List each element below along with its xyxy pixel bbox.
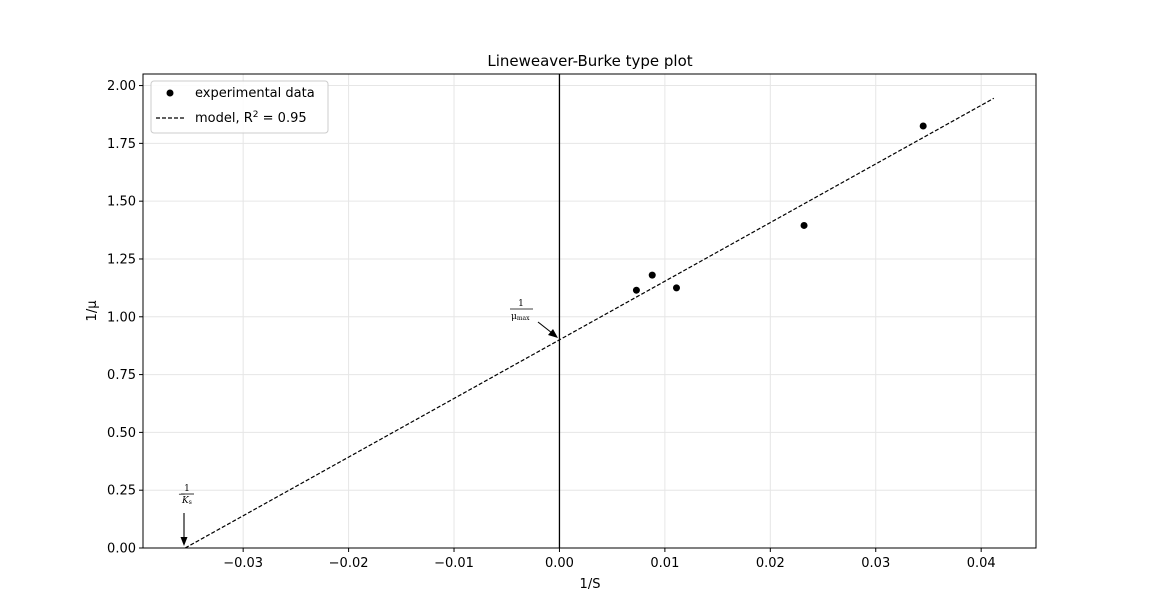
annotation-inverse-ks: − 1 Ks (178, 484, 194, 546)
y-tick-label: 0.00 (107, 542, 136, 557)
legend-marker-scatter (166, 89, 174, 97)
x-tick-label: −0.01 (434, 556, 474, 571)
x-axis-label: 1/S (580, 577, 601, 592)
chart-title: Lineweaver-Burke type plot (487, 52, 692, 70)
x-tick-label: −0.02 (329, 556, 369, 571)
y-axis-label: 1/μ (85, 301, 100, 322)
plot-frame (142, 73, 1037, 549)
x-tick-label: 0.03 (861, 556, 890, 571)
annotation-mumax-denominator: μmax (511, 312, 530, 322)
x-axis-ticks: −0.03 −0.02 −0.01 0.00 0.01 0.02 0.03 0.04 (223, 548, 996, 571)
annotation-ks-denominator: Ks (181, 496, 192, 506)
plot-series (184, 74, 995, 549)
legend-label-model: model, R2 = 0.95 (195, 110, 307, 126)
annotation-inverse-mumax: 1 μmax (510, 299, 558, 338)
y-tick-label: 2.00 (107, 79, 136, 94)
y-tick-label: 1.25 (107, 252, 136, 267)
legend-label-experimental: experimental data (195, 86, 315, 101)
model-line (184, 97, 995, 549)
y-tick-label: 0.75 (107, 368, 136, 383)
y-tick-label: 0.50 (107, 426, 136, 441)
data-point (648, 271, 656, 279)
y-axis-ticks: 0.00 0.25 0.50 0.75 1.00 1.25 1.50 1.75 2.00 (107, 79, 143, 557)
annotation-ks-arrowhead (180, 537, 188, 546)
data-point (672, 284, 680, 292)
annotation-mumax-arrow (537, 321, 553, 334)
legend: experimental data model, R2 = 0.95 (150, 80, 329, 134)
x-tick-label: −0.03 (223, 556, 263, 571)
data-point (919, 122, 927, 130)
legend-box (150, 80, 329, 134)
annotation-mumax-numerator: 1 (518, 299, 524, 309)
x-tick-label: 0.02 (756, 556, 785, 571)
y-tick-label: 1.00 (107, 310, 136, 325)
y-tick-label: 1.75 (107, 137, 136, 152)
x-tick-label: 0.00 (545, 556, 574, 571)
y-tick-label: 0.25 (107, 484, 136, 499)
data-point (800, 221, 808, 229)
annotation-ks-prefix: − (178, 490, 186, 500)
x-tick-label: 0.01 (650, 556, 679, 571)
x-tick-label: 0.04 (967, 556, 996, 571)
data-point (632, 286, 640, 294)
y-tick-label: 1.50 (107, 195, 136, 210)
annotation-mumax-arrowhead (548, 329, 558, 338)
annotation-ks-numerator: 1 (184, 484, 190, 494)
